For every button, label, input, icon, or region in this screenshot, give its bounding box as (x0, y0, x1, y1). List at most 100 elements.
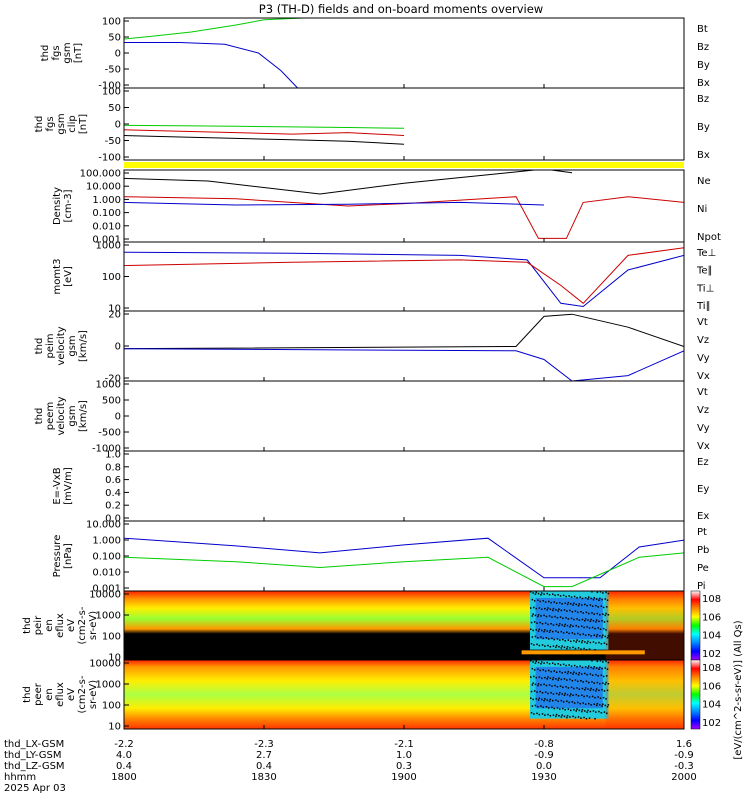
y-axis-label: eV (66, 688, 77, 701)
y-tick-label: 0.2 (105, 501, 121, 512)
spectrogram-peer_en_eflux (124, 660, 684, 729)
panel-frame (123, 310, 685, 382)
legend-Ey: Ey (697, 484, 709, 495)
series-Pe (124, 552, 684, 588)
series-Vt (124, 313, 684, 350)
y-tick-label: 10 (108, 304, 121, 315)
y-tick-label: 10 (108, 722, 121, 733)
y-axis-label: thd (34, 338, 45, 355)
y-tick-label: 0.6 (105, 475, 121, 486)
series-group (124, 313, 684, 381)
y-axis-label: gsm (62, 42, 73, 63)
series-Ni (124, 170, 573, 195)
colorbar-tick-label: 104 (702, 700, 721, 711)
series-group (124, 247, 684, 308)
y-axis-label: peer (33, 682, 44, 706)
x-row-value: 1830 (251, 772, 276, 783)
y-axis-label: thd (40, 45, 51, 62)
legend-Bz: Bz (697, 42, 709, 53)
x-row-value: -0.9 (534, 750, 554, 761)
legend-Vx: Vx (697, 371, 710, 382)
y-axis-label: fgs (51, 45, 62, 60)
panel-moms: Te⊥ Te∥ Ti⊥ Ti∥ 1000 100 10 momt3 [eV] (52, 241, 716, 315)
y-tick-label: 0.001 (92, 235, 121, 246)
y-tick-label: 100 (102, 701, 121, 712)
x-row-value: 0.4 (116, 761, 132, 772)
y-axis-label: sr-eV) (88, 680, 99, 709)
legend-Bz: Bz (697, 94, 709, 105)
y-tick-label: 100 (102, 272, 121, 283)
y-tick-label: 10.000 (86, 520, 121, 531)
y-tick-label: 0 (115, 49, 121, 60)
legend-Vz: Vz (697, 335, 709, 346)
y-tick-label: 0 (115, 342, 121, 353)
y-axis-label: clip (67, 115, 78, 132)
legend-Pt: Pt (697, 527, 707, 538)
legend-Ni: Ni (697, 204, 707, 215)
series-Pi (124, 537, 684, 579)
legend-By: By (697, 122, 710, 133)
y-tick-label: 10.000 (86, 182, 121, 193)
panel-efield: Ez Ey Ex 1.00.8 0.6 0.4 0.2 0.0 E=-VxB [mV/m] (52, 450, 709, 525)
panel-fgs_gsm_clip: Bz By Bx 100 50 0 -50 -100 thd fgs gsm clip [nT] (34, 87, 710, 164)
x-row-value: 2.7 (256, 750, 272, 761)
y-axis-label: momt3 (52, 259, 63, 295)
y-axis-label: eflux (55, 613, 66, 638)
colorbar-tick-label: 102 (702, 718, 721, 729)
y-tick-label: 10000 (89, 659, 121, 670)
legend-Ti⊥: Ti⊥ (696, 283, 714, 294)
y-tick-label: -100 (98, 153, 121, 164)
y-tick-label: 20 (108, 310, 121, 321)
y-axis-label: fgs (45, 116, 56, 131)
legend-Pi: Pi (697, 581, 706, 592)
y-tick-label: 50 (108, 103, 121, 114)
panel-frame (123, 520, 685, 592)
y-axis-label: sr-eV) (88, 611, 99, 640)
legend-Pe: Pe (697, 563, 709, 574)
y-axis-label: [mV/m] (63, 467, 74, 505)
colorbar-tick-label: 102 (702, 649, 721, 660)
y-axis-label: [nT] (73, 43, 84, 63)
y-tick-label: 100 (102, 17, 121, 28)
y-axis-label: (cm2-s- (77, 675, 88, 713)
y-tick-label: 0.010 (92, 221, 121, 232)
series-Ti⊥ (124, 251, 684, 308)
legend-Bx: Bx (697, 150, 710, 161)
panel-fgs_gsm: Bt Bz By Bx 100 50 0 -50 -100 thd fgs gsm [nT] (40, 17, 710, 92)
y-axis-label: gsm (67, 335, 78, 356)
y-axis-label: [nT] (78, 114, 89, 134)
y-axis-label: [eV] (63, 266, 74, 287)
y-tick-label: 1000 (96, 680, 121, 691)
legend-Te∥: Te∥ (696, 266, 713, 277)
y-tick-label: 0.4 (105, 488, 121, 499)
y-axis-label: eV (66, 619, 77, 632)
panel-frame (123, 87, 685, 161)
x-row-value: -2.2 (114, 739, 134, 750)
y-tick-label: 0.100 (92, 552, 121, 563)
series-Te⊥ (124, 247, 684, 304)
y-tick-label: 0.8 (105, 462, 121, 473)
x-row-label: thd_LY-GSM (4, 750, 61, 761)
panel-peem_velocity: Vt Vz Vy Vx 1000 500 0 -500 -1000 thd peem velocity… (34, 380, 710, 455)
spectrogram-peir_en_eflux (124, 591, 684, 660)
legend-Vy: Vy (697, 423, 710, 434)
series-By (124, 124, 405, 129)
y-tick-label: -100 (98, 81, 121, 92)
x-row-value: -2.3 (254, 739, 274, 750)
y-tick-label: -20 (105, 374, 121, 385)
panel-frame (123, 450, 685, 522)
y-tick-label: -50 (105, 136, 121, 147)
colorbar-tick-label: 108 (702, 663, 721, 674)
x-row-value: 1.0 (396, 750, 412, 761)
x-row-label: hhmm (4, 772, 36, 783)
y-tick-label: -50 (105, 65, 121, 76)
x-row-value: -0.3 (674, 761, 694, 772)
figure-title: P3 (TH-D) fields and on-board moments ov… (259, 2, 543, 16)
x-row-value: 1900 (391, 772, 416, 783)
y-axis-label: eflux (55, 682, 66, 707)
legend-Pb: Pb (697, 545, 709, 556)
series-group (124, 124, 405, 145)
legend-Vx: Vx (697, 441, 710, 452)
y-tick-label: 1.000 (92, 195, 121, 206)
